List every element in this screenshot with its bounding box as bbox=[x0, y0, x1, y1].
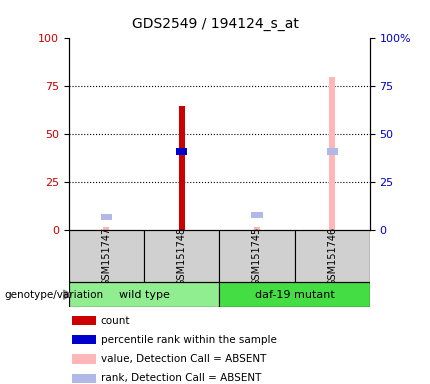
Bar bbox=[176, 148, 187, 155]
Bar bbox=[144, 230, 219, 282]
Bar bbox=[295, 230, 370, 282]
Text: GDS2549 / 194124_s_at: GDS2549 / 194124_s_at bbox=[132, 17, 298, 31]
Text: GSM151748: GSM151748 bbox=[177, 227, 187, 286]
Bar bbox=[103, 227, 109, 230]
Text: count: count bbox=[101, 316, 130, 326]
Bar bbox=[251, 212, 263, 218]
Text: wild type: wild type bbox=[119, 290, 169, 300]
Bar bbox=[219, 230, 295, 282]
Bar bbox=[72, 354, 95, 364]
Text: daf-19 mutant: daf-19 mutant bbox=[255, 290, 335, 300]
Text: GSM151745: GSM151745 bbox=[252, 227, 262, 286]
Bar bbox=[72, 374, 95, 383]
Bar bbox=[254, 227, 260, 230]
Text: GSM151747: GSM151747 bbox=[101, 227, 111, 286]
Polygon shape bbox=[64, 290, 72, 300]
Bar bbox=[219, 282, 370, 307]
Bar bbox=[101, 214, 112, 220]
Bar bbox=[72, 316, 95, 325]
Text: GSM151746: GSM151746 bbox=[327, 227, 337, 286]
Bar bbox=[69, 282, 219, 307]
Bar bbox=[72, 335, 95, 344]
Bar bbox=[179, 106, 185, 230]
Text: percentile rank within the sample: percentile rank within the sample bbox=[101, 335, 276, 345]
Text: value, Detection Call = ABSENT: value, Detection Call = ABSENT bbox=[101, 354, 266, 364]
Bar bbox=[69, 230, 144, 282]
Bar bbox=[326, 148, 338, 155]
Text: genotype/variation: genotype/variation bbox=[4, 290, 104, 300]
Bar bbox=[329, 77, 335, 230]
Text: rank, Detection Call = ABSENT: rank, Detection Call = ABSENT bbox=[101, 373, 261, 383]
